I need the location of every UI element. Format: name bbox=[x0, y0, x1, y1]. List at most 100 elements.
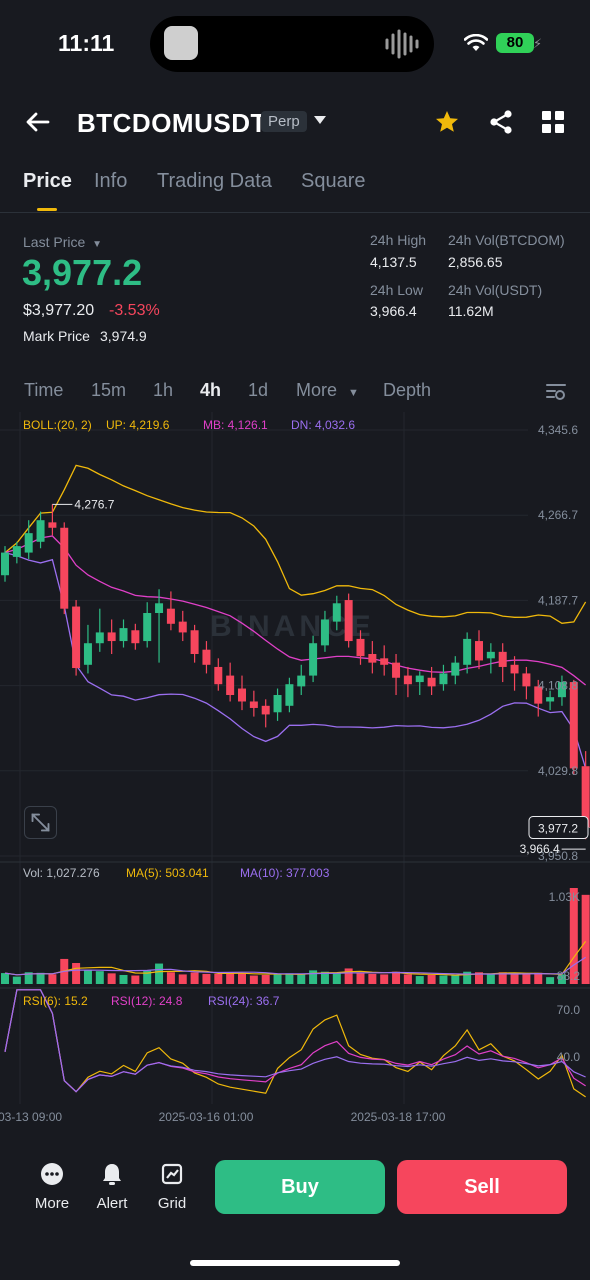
tab-price[interactable]: Price bbox=[23, 170, 72, 192]
volume-bar bbox=[344, 968, 353, 984]
volume-bar bbox=[557, 974, 566, 984]
candle-body bbox=[569, 682, 578, 769]
sell-button[interactable]: Sell bbox=[397, 1160, 567, 1214]
volume-bar bbox=[143, 970, 152, 984]
grid-label: Grid bbox=[157, 1195, 187, 1212]
volume-bar bbox=[273, 973, 282, 984]
candle-body bbox=[249, 701, 258, 708]
buy-button[interactable]: Buy bbox=[215, 1160, 385, 1214]
volume-bar bbox=[332, 973, 341, 984]
volume-bar bbox=[107, 973, 116, 984]
price-axis-label: 4,029.8 bbox=[538, 764, 578, 778]
candle-body bbox=[380, 658, 389, 665]
rsi12-line bbox=[4, 989, 586, 1093]
mark-price-label: Mark Price bbox=[23, 328, 90, 344]
volume-bar bbox=[226, 972, 235, 984]
volume-bar bbox=[427, 974, 436, 984]
price-change-percent: -3.53% bbox=[109, 302, 160, 319]
candle-body bbox=[392, 662, 401, 678]
rsi-axis-label: 70.0 bbox=[557, 1003, 581, 1017]
volume-bar bbox=[12, 976, 21, 984]
stat-24h-high-label: 24h High bbox=[370, 232, 427, 248]
home-indicator[interactable] bbox=[190, 1260, 400, 1266]
alert-label: Alert bbox=[96, 1195, 128, 1212]
interval-1d[interactable]: 1d bbox=[248, 380, 269, 400]
volume-bar bbox=[119, 974, 128, 984]
grid-button[interactable]: Grid bbox=[147, 1162, 197, 1212]
interval-selector: Time 15m 1h 4h 1d More ▼ Depth bbox=[0, 380, 590, 404]
volume-bar bbox=[581, 894, 590, 984]
candle-body bbox=[427, 677, 436, 687]
volume-bar bbox=[190, 972, 199, 984]
interval-time[interactable]: Time bbox=[24, 380, 64, 400]
interval-4h[interactable]: 4h bbox=[200, 380, 222, 400]
expand-chart-icon[interactable] bbox=[24, 806, 57, 839]
battery-indicator: 80 bbox=[496, 33, 534, 53]
time-axis-label: 2025-03-18 17:00 bbox=[351, 1110, 446, 1124]
depth-tab[interactable]: Depth bbox=[383, 380, 432, 400]
rsi12: RSI(12): 24.8 bbox=[111, 994, 183, 1008]
boll-label: BOLL:(20, 2) bbox=[23, 418, 92, 432]
volume-bar bbox=[155, 963, 164, 984]
volume-bar bbox=[522, 973, 531, 984]
audio-wave-icon bbox=[385, 29, 419, 59]
tab-trading-data[interactable]: Trading Data bbox=[157, 170, 272, 192]
candle-body bbox=[510, 664, 519, 674]
alert-button[interactable]: Alert bbox=[87, 1162, 137, 1212]
symbol-title[interactable]: BTCDOMUSDT bbox=[77, 108, 267, 138]
boll-mb: MB: 4,126.1 bbox=[203, 418, 268, 432]
candle-body bbox=[226, 675, 235, 696]
volume-bar bbox=[249, 975, 258, 984]
current-price-label: 3,977.2 bbox=[538, 822, 578, 836]
tab-info[interactable]: Info bbox=[94, 170, 128, 192]
back-arrow-icon[interactable] bbox=[24, 108, 52, 136]
candle-body bbox=[463, 638, 472, 665]
last-price-label[interactable]: Last Price ▼ bbox=[23, 234, 102, 250]
candle-body bbox=[131, 630, 140, 644]
candle-body bbox=[83, 643, 92, 665]
chart-settings-icon[interactable] bbox=[545, 382, 567, 402]
price-axis-label: 4,266.7 bbox=[538, 508, 578, 522]
caret-down-icon[interactable] bbox=[313, 114, 327, 126]
high-price-label: 4,276.7 bbox=[74, 497, 114, 511]
candle-body bbox=[309, 643, 318, 676]
low-price-label: 3,966.4 bbox=[520, 842, 560, 856]
volume-bar bbox=[297, 974, 306, 984]
grid-menu-icon[interactable] bbox=[541, 110, 565, 134]
vol-ma10: MA(10): 377.003 bbox=[240, 866, 330, 880]
status-time: 11:11 bbox=[58, 30, 115, 56]
interval-more[interactable]: More ▼ bbox=[296, 380, 359, 401]
status-bar: 11:11 80 ⚡ bbox=[0, 0, 590, 90]
volume-ma10-line bbox=[4, 956, 586, 976]
candle-body bbox=[403, 675, 412, 685]
price-axis-label: 3,950.8 bbox=[538, 849, 578, 863]
candle-body bbox=[486, 651, 495, 659]
volume-bar bbox=[569, 888, 578, 984]
dynamic-island[interactable] bbox=[150, 16, 434, 72]
volume-bar bbox=[178, 974, 187, 984]
candle-body bbox=[60, 527, 69, 609]
rsi6-line bbox=[4, 989, 586, 1098]
candle-body bbox=[332, 603, 341, 622]
tab-square[interactable]: Square bbox=[301, 170, 366, 192]
candle-body bbox=[534, 686, 543, 704]
share-icon[interactable] bbox=[488, 109, 514, 135]
interval-1h[interactable]: 1h bbox=[153, 380, 174, 400]
interval-more-label: More bbox=[296, 380, 338, 400]
candle-body bbox=[95, 632, 104, 644]
boll-upper-line bbox=[4, 464, 587, 624]
usd-price: $3,977.20 bbox=[23, 302, 95, 319]
interval-15m[interactable]: 15m bbox=[91, 380, 127, 400]
candle-body bbox=[190, 630, 199, 655]
last-price-label-text: Last Price bbox=[23, 234, 86, 250]
favorite-star-icon[interactable] bbox=[434, 109, 460, 135]
more-menu[interactable]: More bbox=[27, 1162, 77, 1212]
candle-body bbox=[178, 621, 187, 633]
boll-middle-line bbox=[4, 535, 587, 686]
candlestick-chart[interactable]: BINANCE 4,345.6 4,266.7 4,187.7 4,108.8 4,02… bbox=[0, 412, 590, 1132]
bell-icon bbox=[103, 1164, 121, 1185]
volume-bar bbox=[202, 973, 211, 984]
candle-body bbox=[498, 651, 507, 667]
active-tab-indicator bbox=[37, 208, 57, 211]
stat-24h-low-value: 3,966.4 bbox=[370, 303, 417, 319]
